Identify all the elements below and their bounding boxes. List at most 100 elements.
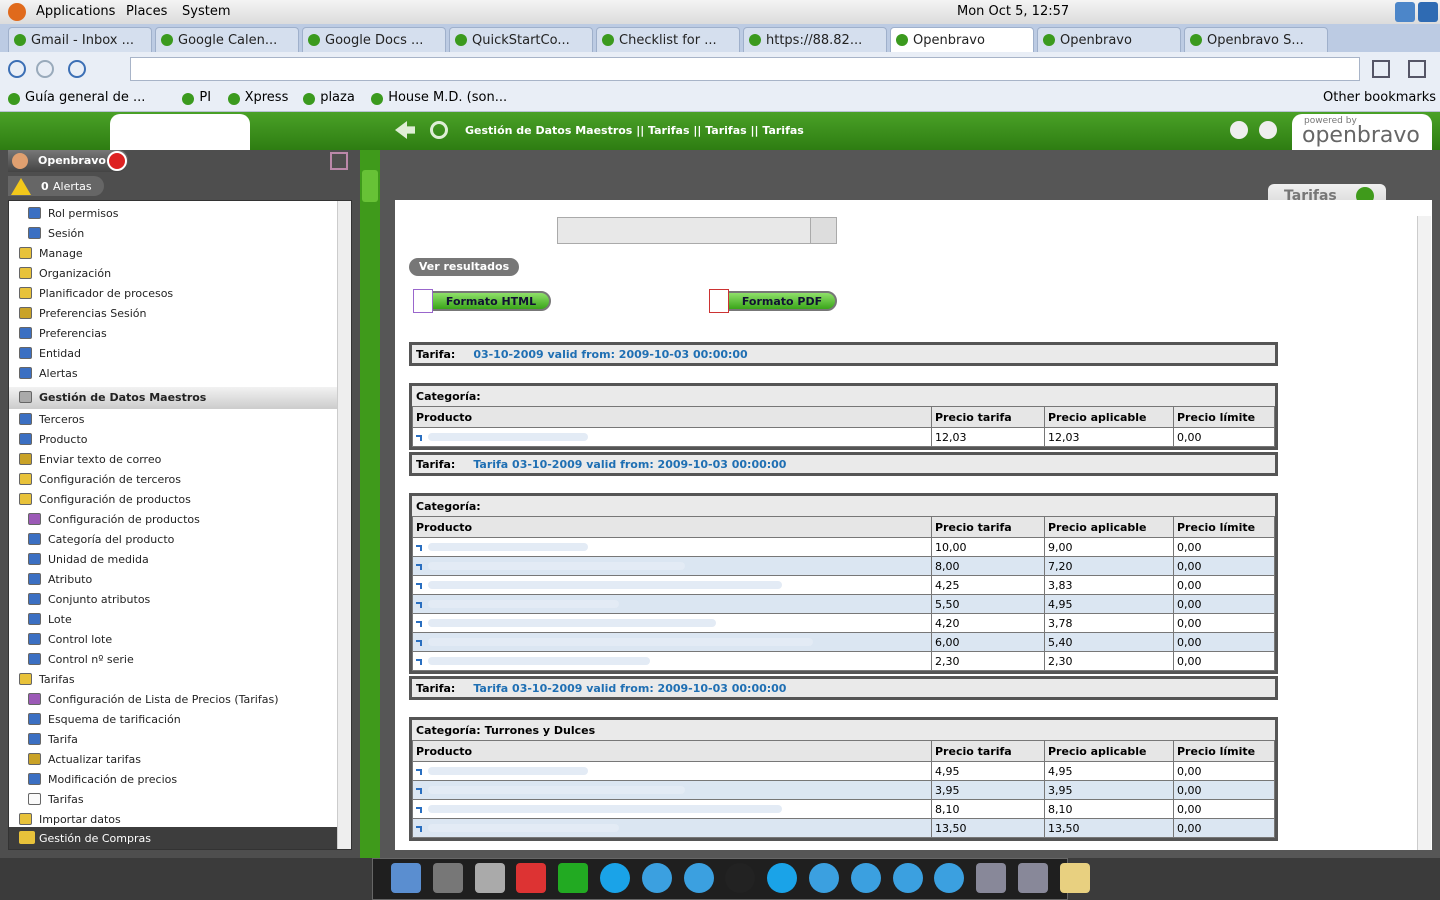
product-link-icon[interactable]	[416, 787, 422, 794]
dock-icon[interactable]	[976, 863, 1007, 893]
dock-icon[interactable]	[1059, 863, 1090, 893]
menu-item[interactable]: Entidad	[9, 343, 337, 363]
product-link-icon[interactable]	[416, 582, 422, 589]
browser-tab[interactable]: Gmail - Inbox ...	[8, 27, 152, 52]
menu-item[interactable]: Preferencias Sesión	[9, 303, 337, 323]
dock-icon[interactable]	[1018, 863, 1048, 893]
dock-icon[interactable]	[850, 863, 881, 893]
menu-item[interactable]: Conjunto atributos	[9, 589, 337, 609]
browser-tab[interactable]: QuickStartCo...	[449, 27, 593, 52]
product-link-icon[interactable]	[416, 544, 422, 551]
menu-item[interactable]: Producto	[9, 429, 337, 449]
product-link-icon[interactable]	[416, 434, 422, 441]
product-link-icon[interactable]	[416, 601, 422, 608]
dock-icon[interactable]	[934, 863, 965, 893]
panel-menu[interactable]: Applications	[36, 4, 116, 19]
menu-item[interactable]: Tarifa	[9, 729, 337, 749]
menu-item[interactable]: Control lote	[9, 629, 337, 649]
dock-icon[interactable]	[683, 863, 714, 893]
dock-icon[interactable]	[892, 863, 923, 893]
menu-item[interactable]: Lote	[9, 609, 337, 629]
page-menu[interactable]	[1372, 60, 1390, 78]
menu-section[interactable]: Gestión de Datos Maestros	[9, 387, 337, 409]
menu-item[interactable]: Configuración de productos	[9, 509, 337, 529]
browser-tab[interactable]: Google Docs ...	[302, 27, 446, 52]
menu-item[interactable]: Preferencias	[9, 323, 337, 343]
view-results-button[interactable]: Ver resultados	[409, 258, 519, 276]
menu-item[interactable]: Importar datos	[9, 809, 337, 829]
menu-footer[interactable]: Gestión de Compras	[39, 832, 151, 845]
browser-tab[interactable]: Openbravo	[1037, 27, 1181, 52]
browser-tab[interactable]: https://88.82...	[743, 27, 887, 52]
bookmark[interactable]: plaza	[320, 90, 355, 105]
menu-item[interactable]: Configuración de productos	[9, 489, 337, 509]
tools-menu[interactable]	[1408, 60, 1426, 78]
workspace[interactable]	[1418, 2, 1438, 22]
menu-item[interactable]: Planificador de procesos	[9, 283, 337, 303]
menu-item[interactable]: Enviar texto de correo	[9, 449, 337, 469]
bookmark[interactable]: Xpress	[244, 90, 289, 105]
forward-button[interactable]	[36, 60, 54, 78]
product-link-icon[interactable]	[416, 563, 422, 570]
menu-item[interactable]: Configuración de Lista de Precios (Tarif…	[9, 689, 337, 709]
menu-item[interactable]: Terceros	[9, 409, 337, 429]
product-link-icon[interactable]	[416, 658, 422, 665]
menu-item[interactable]: Atributo	[9, 569, 337, 589]
menu-item[interactable]: Unidad de medida	[9, 549, 337, 569]
dock-icon[interactable]	[516, 863, 547, 893]
search-button[interactable]	[810, 217, 837, 244]
menu-item[interactable]: Organización	[9, 263, 337, 283]
menu-item[interactable]: Tarifas	[9, 789, 337, 809]
other-bookmarks[interactable]: Other bookmarks	[1323, 90, 1437, 105]
reload-button[interactable]	[68, 60, 86, 78]
menu-item[interactable]: Rol permisos	[9, 203, 337, 223]
alerts-label[interactable]: Alertas	[53, 180, 92, 193]
menu-item[interactable]: Tarifas	[9, 669, 337, 689]
address-bar[interactable]	[130, 57, 1360, 81]
menu-item[interactable]: Esquema de tarificación	[9, 709, 337, 729]
dock-icon[interactable]	[474, 863, 505, 893]
product-link-icon[interactable]	[416, 620, 422, 627]
dock-icon[interactable]	[809, 863, 839, 893]
browser-tab[interactable]: Checklist for ...	[596, 27, 740, 52]
product-link-icon[interactable]	[416, 806, 422, 813]
user-name[interactable]: Openbravo	[38, 154, 106, 167]
search-field[interactable]	[557, 217, 837, 244]
dock-icon[interactable]	[558, 863, 589, 893]
dock-icon[interactable]	[391, 863, 421, 893]
browser-tab[interactable]: Openbravo	[890, 27, 1034, 52]
collapse-menu[interactable]	[330, 152, 348, 170]
info-icon[interactable]	[1230, 121, 1248, 139]
menu-item[interactable]: Control nº serie	[9, 649, 337, 669]
scrollbar[interactable]	[337, 201, 351, 849]
bookmark[interactable]: House M.D. (son...	[388, 90, 508, 105]
menu-item[interactable]: Categoría del producto	[9, 529, 337, 549]
alerts-bar[interactable]	[8, 176, 104, 196]
menu-item[interactable]: Modificación de precios	[9, 769, 337, 789]
bookmark[interactable]: Guía general de ...	[25, 90, 146, 105]
product-link-icon[interactable]	[416, 768, 422, 775]
back-icon[interactable]	[395, 121, 415, 139]
product-link-icon[interactable]	[416, 639, 422, 646]
panel-menu[interactable]: System	[182, 4, 231, 19]
tarifa-link[interactable]: Tarifa 03-10-2009 valid from: 2009-10-03…	[473, 682, 787, 695]
scrollbar[interactable]	[1417, 216, 1431, 850]
menu-item[interactable]: Manage	[9, 243, 337, 263]
pdf-button[interactable]: Formato PDF	[709, 291, 837, 311]
dock-icon[interactable]	[641, 863, 672, 893]
browser-tab[interactable]: Openbravo S...	[1184, 27, 1328, 52]
tarifa-link[interactable]: Tarifa 03-10-2009 valid from: 2009-10-03…	[473, 458, 787, 471]
html-button[interactable]: Formato HTML	[413, 291, 551, 311]
menu-item[interactable]: Sesión	[9, 223, 337, 243]
menu-item[interactable]: Alertas	[9, 363, 337, 383]
refresh-icon[interactable]	[430, 121, 448, 139]
product-link-icon[interactable]	[416, 825, 422, 832]
menu-item[interactable]: Configuración de terceros	[9, 469, 337, 489]
bookmark[interactable]: PI	[199, 90, 212, 105]
browser-tab[interactable]: Google Calen...	[155, 27, 299, 52]
gnome-logo[interactable]	[8, 3, 26, 21]
logout-button[interactable]	[107, 151, 127, 171]
dock-icon[interactable]	[767, 863, 798, 893]
tarifa-link[interactable]: 03-10-2009 valid from: 2009-10-03 00:00:…	[473, 348, 748, 361]
help-icon[interactable]	[1259, 121, 1277, 139]
